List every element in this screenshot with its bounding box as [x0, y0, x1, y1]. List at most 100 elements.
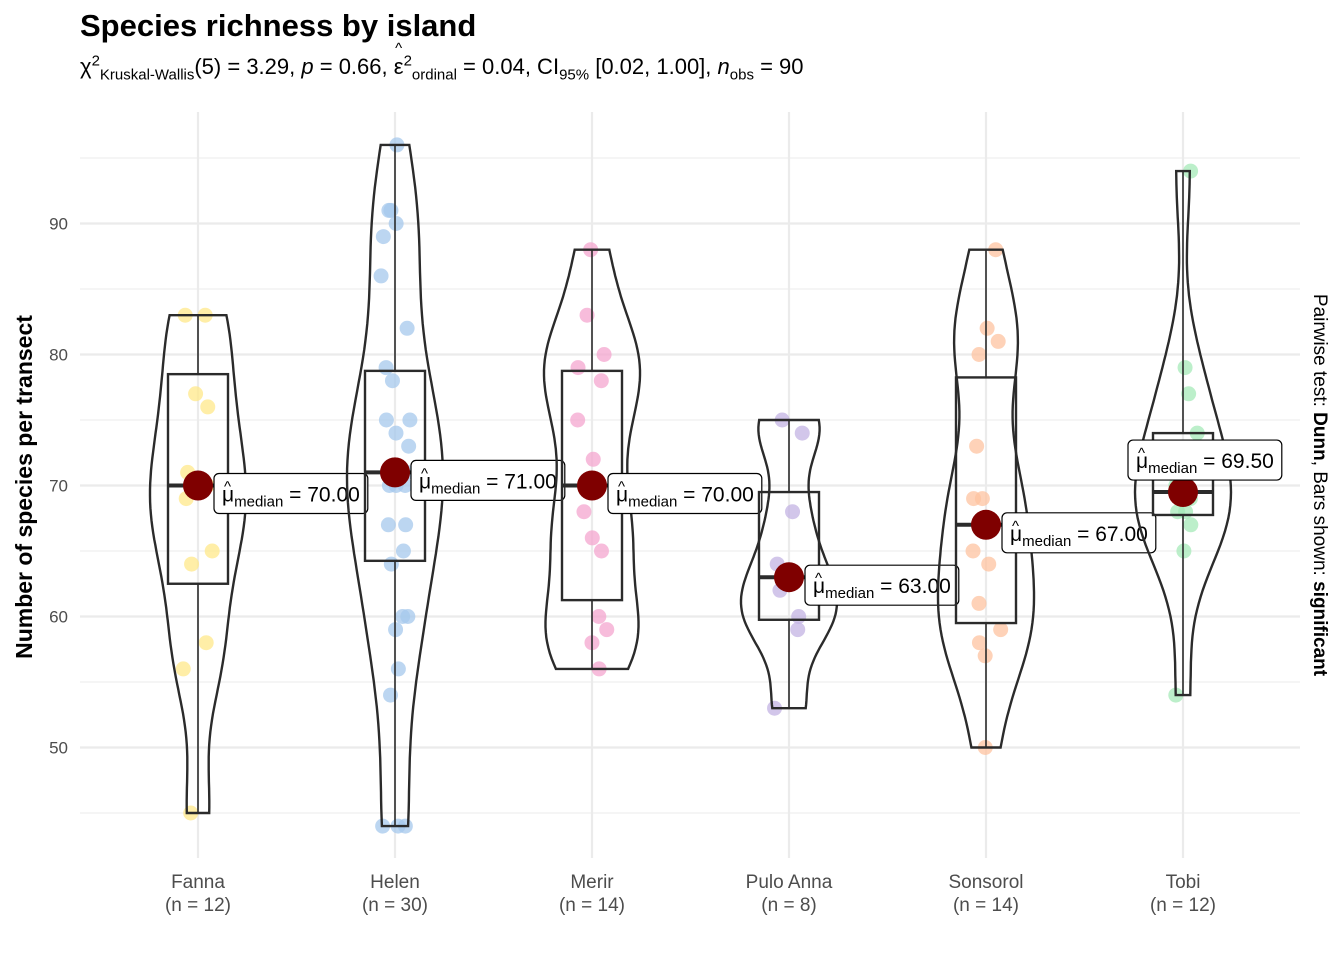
x-tick-n-label: (n = 12): [165, 895, 231, 916]
data-point-merir: [579, 307, 595, 323]
median-label-value: = 70.00: [677, 484, 753, 507]
violin-outline: [1133, 169, 1233, 697]
median-label-sub: median: [431, 480, 480, 497]
data-point-merir: [593, 543, 609, 559]
data-point-helen: [378, 360, 394, 376]
median-point: [183, 470, 213, 501]
subtitle-p-value: = 0.66,: [313, 54, 394, 79]
data-point-sonsorol: [979, 320, 995, 336]
data-point-helen: [388, 425, 404, 441]
x-tick-n-label: (n = 8): [761, 895, 816, 916]
data-point-sonsorol: [969, 438, 985, 454]
data-point-helen: [383, 556, 399, 572]
median-label: μmedian = 70.00^: [607, 472, 763, 515]
data-point-sonsorol: [974, 491, 990, 507]
violin-outline: [148, 314, 248, 815]
subtitle-test-sub: Kruskal-Wallis: [99, 66, 195, 84]
violin-outline: [345, 143, 445, 828]
chart-subtitle: χ2Kruskal-Wallis(5) = 3.29, p = 0.66, ε2…: [80, 40, 804, 84]
median-label-mu: μ: [222, 484, 234, 507]
data-point-fanna: [204, 543, 220, 559]
median-label-mu: μ: [1136, 450, 1148, 473]
subtitle-chi-sup: 2: [91, 52, 100, 70]
median-label-box: [410, 459, 566, 501]
median-label-mu: μ: [1010, 523, 1022, 546]
median-label: μmedian = 70.00^: [213, 472, 369, 515]
x-tick-n-label: (n = 30): [362, 895, 428, 916]
median-label-text: μmedian = 69.50: [1136, 450, 1274, 477]
median-label: μmedian = 69.50^: [1127, 439, 1283, 481]
median-label-box: [1127, 439, 1283, 481]
pairwise-caption-part: significant: [1309, 581, 1330, 677]
median-label-hat: ^: [618, 479, 625, 496]
median-label-box: [213, 472, 369, 515]
data-point-pulo-anna: [790, 622, 806, 638]
data-point-merir: [599, 622, 615, 638]
median-point: [380, 457, 410, 488]
median-label-text: μmedian = 63.00: [813, 575, 951, 602]
median-label-hat: ^: [1138, 445, 1145, 462]
x-tick-label: Helen: [370, 872, 420, 893]
data-point-helen: [384, 373, 400, 389]
subtitle-n-sub: obs: [729, 66, 754, 84]
median-point: [971, 509, 1001, 540]
y-tick-label: 90: [49, 215, 68, 234]
median-label: μmedian = 71.00^: [410, 459, 566, 501]
data-point-helen: [399, 320, 415, 336]
median-label-sub: median: [234, 494, 283, 511]
median-label-mu: μ: [419, 470, 431, 493]
data-point-sonsorol: [993, 622, 1009, 638]
median-label-box: [804, 564, 960, 606]
x-tick-label: Pulo Anna: [746, 872, 833, 893]
x-tick-label: Merir: [570, 872, 614, 893]
median-label-value: = 69.50: [1197, 450, 1273, 473]
median-label-box: [607, 472, 763, 515]
data-point-fanna: [184, 556, 200, 572]
data-point-merir: [596, 347, 612, 362]
pairwise-caption: Pairwise test: Dunn, Bars shown: signifi…: [1309, 294, 1330, 677]
subtitle-p-symbol: p: [301, 54, 314, 79]
data-point-helen: [381, 202, 397, 218]
data-point-merir: [593, 373, 609, 389]
violin-outline: [542, 248, 642, 671]
subtitle-n-value: = 90: [753, 54, 804, 79]
y-tick-label: 50: [49, 739, 68, 758]
data-point-pulo-anna: [794, 425, 810, 441]
data-point-helen: [373, 268, 389, 284]
median-label-text: μmedian = 71.00: [419, 470, 557, 497]
data-point-sonsorol: [990, 333, 1006, 349]
y-tick-label: 60: [49, 608, 68, 627]
data-point-helen: [398, 517, 414, 533]
data-point-pulo-anna: [791, 609, 807, 624]
data-point-tobi: [1176, 543, 1192, 559]
pairwise-caption-part: Dunn: [1309, 412, 1330, 461]
data-point-helen: [388, 216, 404, 231]
data-point-helen: [400, 609, 416, 624]
x-tick-n-label: (n = 14): [559, 895, 625, 916]
data-point-helen: [401, 438, 417, 454]
median-label-sub: median: [825, 585, 874, 602]
data-point-helen: [380, 517, 396, 533]
median-label-text: μmedian = 67.00: [1010, 523, 1148, 550]
data-point-pulo-anna: [785, 504, 801, 520]
data-point-sonsorol: [971, 347, 987, 362]
median-label-value: = 67.00: [1071, 523, 1147, 546]
y-axis-title: Number of species per transect: [11, 315, 37, 659]
subtitle-chi: χ: [80, 54, 92, 79]
median-label-hat: ^: [1012, 518, 1019, 535]
data-point-helen: [402, 412, 418, 428]
median-point: [1168, 477, 1198, 508]
x-tick-n-label: (n = 14): [953, 895, 1019, 916]
subtitle-epsilon-value: = 0.04, CI: [456, 54, 560, 79]
data-point-helen: [395, 543, 411, 559]
data-point-sonsorol: [981, 556, 997, 572]
data-point-fanna: [175, 661, 191, 677]
subtitle-epsilon-sub: ordinal: [411, 66, 457, 84]
median-label-mu: μ: [813, 575, 825, 598]
data-point-tobi: [1183, 517, 1199, 533]
data-point-helen: [378, 412, 394, 428]
data-point-merir: [584, 530, 600, 546]
median-label-value: = 63.00: [874, 575, 950, 598]
median-label-value: = 70.00: [283, 484, 359, 507]
